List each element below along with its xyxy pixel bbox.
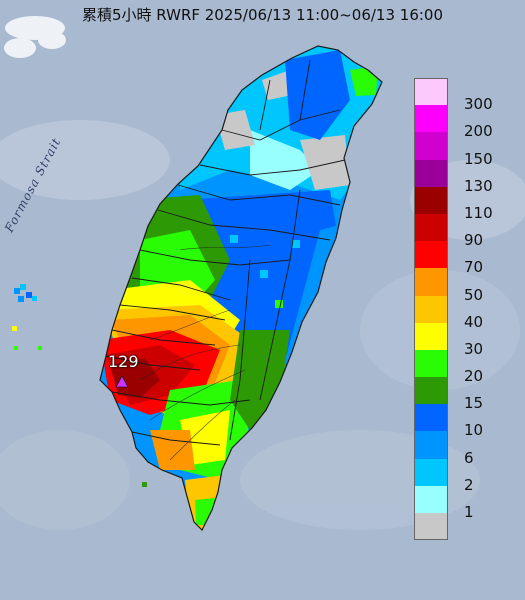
legend-label: 150 xyxy=(464,149,493,168)
legend-label: 2 xyxy=(464,475,474,494)
legend-label: 10 xyxy=(464,421,484,440)
cloud-blob xyxy=(4,16,66,58)
legend-label: 40 xyxy=(464,312,484,331)
legend-swatch xyxy=(414,513,448,541)
legend-swatch xyxy=(414,105,448,133)
legend-row: 200 xyxy=(414,105,524,140)
legend-swatch xyxy=(414,78,448,106)
legend-swatch xyxy=(414,404,448,432)
max-value-label: 129 xyxy=(108,352,139,371)
map-title: 累積5小時 RWRF 2025/06/13 11:00~06/13 16:00 xyxy=(81,6,444,24)
legend-row: 15 xyxy=(414,377,524,412)
legend-row: 20 xyxy=(414,349,524,385)
legend-swatch xyxy=(414,186,448,214)
legend-label: 300 xyxy=(464,95,493,114)
legend-swatch xyxy=(414,241,448,269)
legend-swatch xyxy=(414,349,448,378)
legend-swatch xyxy=(414,458,448,486)
rainfall-legend: 300 200 150 130 110 90 70 50 40 30 20 15 10 6 2 1 xyxy=(414,78,524,541)
legend-row: 50 xyxy=(414,268,524,304)
legend-swatch xyxy=(414,295,448,323)
legend-label: 20 xyxy=(464,367,484,386)
legend-row: 10 xyxy=(414,404,524,439)
legend-row: 90 xyxy=(414,213,524,249)
legend-swatch xyxy=(414,159,448,187)
legend-swatch xyxy=(414,431,448,459)
legend-swatch xyxy=(414,268,448,296)
legend-swatch xyxy=(414,485,448,513)
legend-row: 70 xyxy=(414,241,524,276)
legend-row: 110 xyxy=(414,186,524,222)
legend-row: 130 xyxy=(414,159,524,195)
legend-label: 1 xyxy=(464,503,474,521)
legend-row xyxy=(414,513,524,541)
legend-row: 30 xyxy=(414,322,524,358)
legend-label: 90 xyxy=(464,231,484,250)
legend-row: 150 xyxy=(414,132,524,168)
legend-label: 6 xyxy=(464,448,474,467)
legend-label: 15 xyxy=(464,394,484,413)
legend-row: 2 xyxy=(414,458,524,494)
max-marker-icon xyxy=(115,375,129,388)
legend-row: 300 xyxy=(414,78,524,113)
legend-label: 200 xyxy=(464,122,493,141)
county-boundaries xyxy=(99,45,383,532)
legend-swatch xyxy=(414,213,448,242)
legend-swatch xyxy=(414,322,448,350)
legend-label: 70 xyxy=(464,258,484,277)
legend-row: 1 xyxy=(414,485,524,521)
offshore-rain xyxy=(12,284,147,487)
legend-label: 110 xyxy=(464,203,493,222)
legend-label: 30 xyxy=(464,339,484,358)
legend-swatch xyxy=(414,377,448,405)
legend-label: 130 xyxy=(464,176,493,195)
rivers xyxy=(139,244,271,461)
legend-label: 50 xyxy=(464,285,484,304)
legend-swatch xyxy=(414,132,448,160)
legend-row: 6 xyxy=(414,431,524,467)
legend-row: 40 xyxy=(414,295,524,331)
